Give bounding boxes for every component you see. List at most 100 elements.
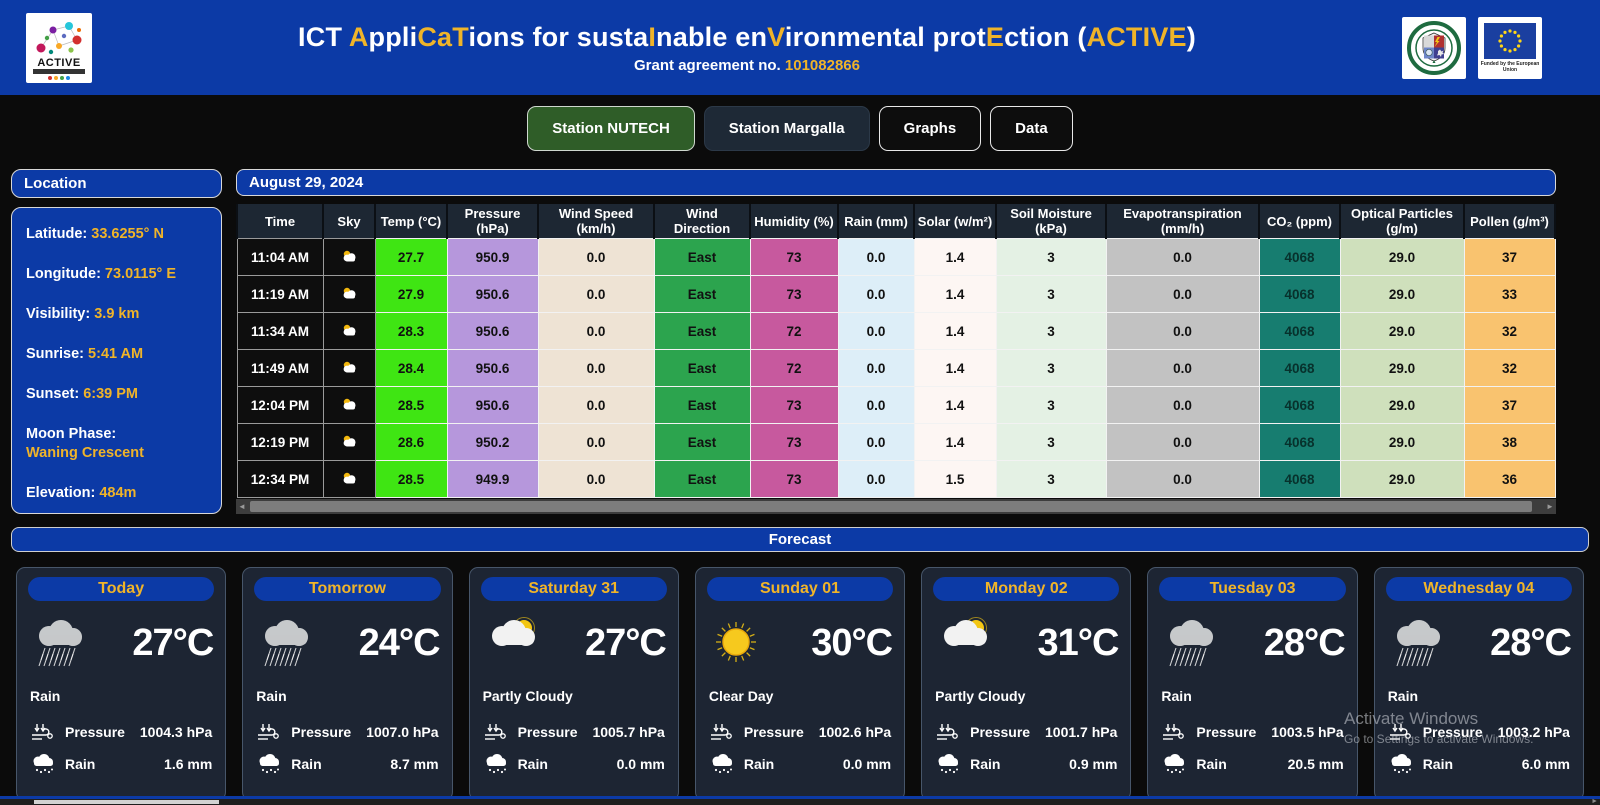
tab-station-nutech[interactable]: Station NUTECH: [527, 105, 695, 151]
forecast-card-tomorrow: Tomorrow 24°C Rain Pressure 1007.0 hPa R…: [242, 567, 453, 801]
grant-label: Grant agreement no.: [634, 56, 785, 74]
table-cell: 4068: [1258, 460, 1341, 498]
forecast-rain-row: Rain 0.0 mm: [470, 749, 678, 781]
table-date-header: August 29, 2024: [236, 169, 1556, 196]
table-cell: 73: [749, 423, 839, 461]
rain-value: 1.6 mm: [164, 756, 213, 772]
table-cell: 3: [995, 386, 1107, 424]
table-cell: 0.0: [537, 238, 655, 276]
location-item: Longitude: 73.0115° E: [26, 265, 207, 284]
rain-cloud-icon: [1396, 620, 1440, 667]
forecast-rain-row: Rain 1.6 mm: [17, 749, 225, 781]
nutech-seal-graphic: [1407, 20, 1461, 75]
weather-readings-table: Time Sky Temp (°C) Pressure (hPa) Wind Speed…: [236, 204, 1556, 498]
forecast-weather-icon: [706, 612, 772, 674]
page-title: ICT AppliCaTions for sustaInable enViron…: [102, 22, 1392, 53]
table-cell: East: [653, 423, 751, 461]
forecast-condition: Clear Day: [708, 688, 774, 704]
pressure-label: Pressure: [1196, 724, 1257, 740]
pressure-label: Pressure: [517, 724, 578, 740]
location-item-value: 484m: [99, 485, 137, 501]
table-cell: 37: [1463, 386, 1556, 424]
tab-data[interactable]: Data: [990, 105, 1073, 151]
rain-label: Rain: [970, 756, 1001, 772]
active-logo-color-dots: [48, 75, 70, 80]
pressure-value: 1003.2 hPa: [1497, 724, 1570, 740]
table-scrollbar-thumb[interactable]: [250, 501, 1532, 512]
scroll-left-arrow-icon[interactable]: ◄: [238, 502, 246, 511]
rain-drops-cloud-icon: [259, 754, 280, 774]
rain-cloud-icon: [1169, 620, 1214, 667]
rain-value: 0.0 mm: [616, 756, 665, 772]
table-cell: 950.6: [446, 386, 539, 424]
table-cell: East: [653, 238, 751, 276]
forecast-section-title: Forecast: [11, 527, 1589, 552]
table-cell: 73: [749, 460, 839, 498]
table-cell: 11:34 AM: [236, 312, 324, 350]
table-cell: 27.7: [374, 238, 448, 276]
table-cell: 1.4: [913, 423, 997, 461]
pressure-icon: [258, 724, 280, 740]
table-cell: 1.4: [913, 349, 997, 387]
table-cell: 3: [995, 460, 1107, 498]
table-cell: 28.4: [374, 349, 448, 387]
column-header-wind: Wind Direction: [653, 204, 751, 239]
table-cell: 29.0: [1339, 386, 1465, 424]
table-cell: 11:49 AM: [236, 349, 324, 387]
table-cell: 0.0: [837, 275, 915, 313]
sky-cell: [322, 386, 376, 424]
active-project-logo: ACTIVE: [26, 12, 92, 83]
table-cell: 3: [995, 423, 1107, 461]
tab-graphs[interactable]: Graphs: [878, 105, 982, 151]
table-horizontal-scrollbar[interactable]: ◄ ►: [236, 499, 1556, 514]
pressure-icon: [32, 724, 53, 740]
location-item-label: Latitude:: [26, 226, 92, 242]
active-logo-dots-graphic: [36, 21, 82, 54]
rain-drops-cloud-icon: [33, 754, 53, 774]
location-item: Elevation: 484m: [26, 484, 207, 503]
table-row: 12:34 PM 28.5 949.9 0.0 East 73 0.0 1.5 3 0.0 406…: [236, 460, 1556, 498]
table-cell: 73: [749, 386, 839, 424]
location-item-value: 3.9 km: [94, 306, 140, 322]
cloud-sun-icon: [343, 472, 356, 483]
rain-label: Rain: [517, 756, 548, 772]
scroll-right-arrow-icon[interactable]: ►: [1546, 502, 1554, 511]
rain-value: 6.0 mm: [1521, 756, 1570, 772]
forecast-day-label: Monday 02: [933, 577, 1120, 601]
title-segment: ACTIVE: [1086, 21, 1187, 52]
forecast-card-monday-02: Monday 02 31°C Partly Cloudy Pressure 10…: [921, 567, 1132, 801]
cloud-sun-icon: [343, 361, 356, 372]
table-cell: 11:19 AM: [236, 275, 324, 313]
forecast-pressure-row: Pressure 1003.5 hPa: [1148, 717, 1356, 749]
sky-cell: [322, 349, 376, 387]
forecast-day-label: Wednesday 04: [1385, 577, 1572, 601]
forecast-rain-row: Rain 20.5 mm: [1148, 749, 1356, 781]
pressure-label: Pressure: [1422, 724, 1483, 740]
page-horizontal-scrollbar[interactable]: ►: [0, 796, 1600, 805]
table-cell: 32: [1463, 349, 1556, 387]
active-logo-wordmark: ACTIVE: [37, 56, 81, 69]
forecast-temperature: 27°C: [584, 621, 667, 664]
pressure-value: 1007.0 hPa: [366, 724, 439, 740]
table-cell: 0.0: [537, 460, 655, 498]
rain-value: 8.7 mm: [390, 756, 439, 772]
table-cell: 4068: [1258, 349, 1341, 387]
page-scroll-right-arrow-icon[interactable]: ►: [1591, 798, 1598, 805]
sky-cell: [322, 312, 376, 350]
sun-behind-cloud-icon: [491, 617, 535, 646]
column-header-time: Time: [236, 204, 324, 239]
forecast-rain-row: Rain 6.0 mm: [1375, 749, 1583, 781]
pressure-value: 1003.5 hPa: [1271, 724, 1344, 740]
forecast-day-label: Today: [28, 577, 215, 601]
tab-station-margalla[interactable]: Station Margalla: [703, 105, 870, 151]
forecast-condition: Rain: [1387, 688, 1419, 704]
location-panel-title: Location: [11, 169, 222, 198]
page-scrollbar-thumb[interactable]: [34, 800, 219, 804]
column-header-sky: Sky: [322, 204, 376, 239]
cloud-sun-icon: [343, 250, 356, 261]
table-cell: 950.6: [446, 312, 539, 350]
table-cell: 3: [995, 312, 1107, 350]
table-row: 11:49 AM 28.4 950.6 0.0 East 72 0.0 1.4 3 0.0 406…: [236, 349, 1556, 387]
pressure-icon: [1389, 724, 1411, 740]
pressure-value: 1005.7 hPa: [592, 724, 665, 740]
